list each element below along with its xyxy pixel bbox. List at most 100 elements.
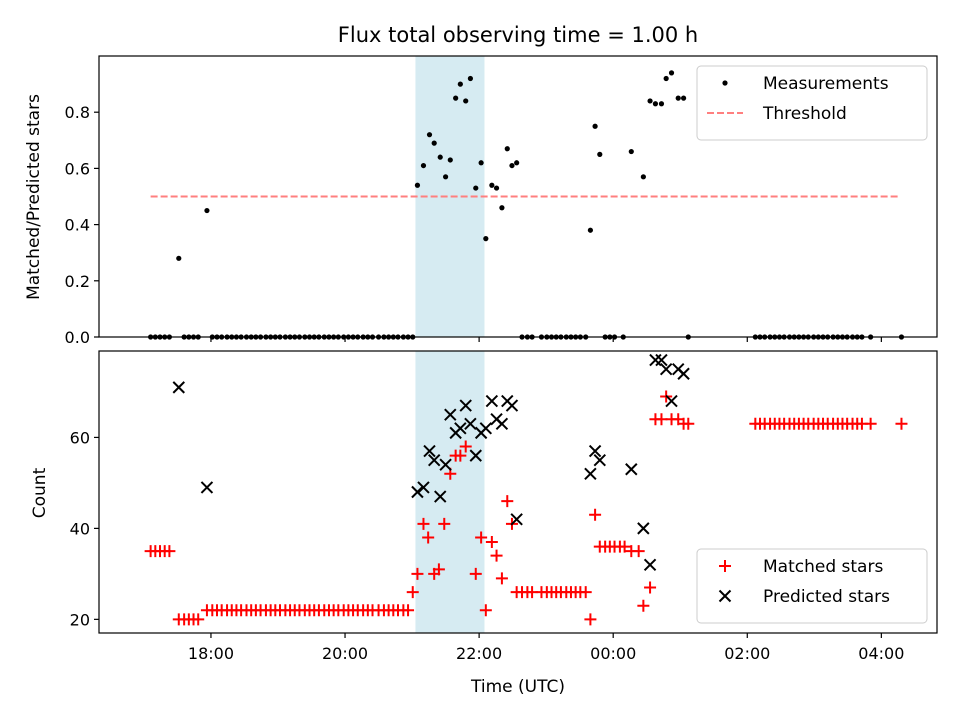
measurements-point xyxy=(442,174,449,180)
predicted-stars-point xyxy=(677,367,690,380)
matched-stars-point xyxy=(637,599,650,612)
matched-stars-point xyxy=(475,531,488,544)
legend-predicted-stars-label: Predicted stars xyxy=(763,587,890,607)
measurements-point xyxy=(652,101,659,107)
legend-threshold-label: Threshold xyxy=(762,104,847,124)
measurements-point xyxy=(628,148,634,155)
measurements-point xyxy=(478,160,484,166)
bottom-highlight-layer xyxy=(415,351,485,633)
bot-y-tick-label: 60 xyxy=(70,428,90,447)
predicted-stars-point xyxy=(411,485,424,499)
measurements-point xyxy=(493,185,500,191)
predicted-stars-point xyxy=(637,522,650,535)
measurements-point xyxy=(489,182,495,188)
measurements-point xyxy=(663,75,669,82)
predicted-stars-point xyxy=(649,353,662,367)
predicted-stars-point xyxy=(659,362,673,376)
bottom-series-layer xyxy=(144,353,908,626)
measurements-point xyxy=(483,236,489,242)
predicted-stars-point xyxy=(417,481,430,494)
x-tick-label: 02:00 xyxy=(724,644,770,663)
bot-y-tick-label: 20 xyxy=(70,610,90,629)
predicted-stars-point xyxy=(427,453,441,467)
top-y-tick-label: 0.2 xyxy=(65,272,90,291)
measurements-point xyxy=(592,123,598,129)
bottom-y-axis-label: Count xyxy=(30,467,50,518)
matched-stars-point xyxy=(501,495,514,508)
x-tick-label: 04:00 xyxy=(858,644,904,663)
predicted-stars-point xyxy=(459,399,472,412)
measurements-point xyxy=(176,255,182,261)
x-axis-label: Time (UTC) xyxy=(470,677,565,697)
bottom-legend: Matched stars Predicted stars xyxy=(696,548,928,624)
matched-stars-point xyxy=(864,417,877,430)
measurements-point xyxy=(514,160,520,166)
top-legend: Measurements Threshold xyxy=(696,65,928,141)
measurements-point xyxy=(467,75,474,82)
matched-stars-point xyxy=(618,540,631,553)
matched-stars-point xyxy=(469,567,482,580)
measurements-point xyxy=(463,98,469,104)
measurements-point xyxy=(204,207,210,214)
matched-stars-point xyxy=(579,586,592,599)
matched-stars-point xyxy=(454,449,467,462)
predicted-stars-point xyxy=(665,394,678,408)
predicted-stars-point xyxy=(655,353,668,367)
matched-stars-point xyxy=(479,604,492,617)
matched-stars-point xyxy=(411,567,424,580)
legend-matched-stars-marker xyxy=(719,560,731,572)
top-y-axis-label: Matched/Predicted stars xyxy=(24,94,44,300)
matched-stars-point xyxy=(584,613,597,626)
top-axis-ticks: 0.0 0.2 0.4 0.6 0.8 xyxy=(65,103,882,347)
predicted-stars-point xyxy=(495,417,509,430)
top-y-tick-label: 0.0 xyxy=(65,328,90,347)
matched-stars-point xyxy=(895,417,908,430)
predicted-stars-point xyxy=(439,458,452,471)
predicted-stars-point xyxy=(479,422,493,435)
measurements-point xyxy=(680,95,687,101)
matched-stars-point xyxy=(490,549,503,562)
top-plot-frame xyxy=(98,55,938,338)
bottom-axis-ticks: 20 40 60 18:00 20:00 22:00 00:00 02:00 04:00 xyxy=(70,428,905,663)
matched-stars-point xyxy=(632,545,645,558)
top-panel: 0.00.20.40.60.8 Matched/Predicted stars … xyxy=(24,55,938,347)
matched-stars-point xyxy=(655,413,668,426)
measurements-point xyxy=(587,227,594,233)
predicted-stars-point xyxy=(434,490,447,503)
matched-stars-point xyxy=(163,545,176,558)
measurements-point xyxy=(420,162,427,169)
measurements-point xyxy=(453,95,459,101)
chart-title: Flux total observing time = 1.00 h xyxy=(338,23,698,47)
matched-stars-point xyxy=(438,517,451,530)
matched-stars-point xyxy=(459,440,472,453)
measurements-point xyxy=(447,157,453,163)
legend-measurements-label: Measurements xyxy=(763,74,889,94)
measurements-point xyxy=(597,151,603,157)
predicted-stars-point xyxy=(584,467,597,481)
predicted-stars-point xyxy=(643,558,657,571)
top-y-tick-label: 0.4 xyxy=(65,216,90,235)
bot-legend-box xyxy=(696,548,928,624)
bottom-plot-frame xyxy=(98,350,938,634)
x-tick-label: 20:00 xyxy=(322,644,368,663)
measurements-point xyxy=(509,162,515,169)
predicted-stars-point xyxy=(454,422,467,435)
matched-stars-point xyxy=(589,508,602,521)
matched-stars-point xyxy=(422,531,435,544)
legend-predicted-stars-marker xyxy=(718,589,732,603)
matched-stars-point xyxy=(644,581,657,594)
predicted-stars-point xyxy=(444,408,457,421)
legend-measurements-marker xyxy=(722,80,728,86)
measurements-point xyxy=(675,95,681,101)
top-series-layer xyxy=(148,70,905,340)
matched-stars-point xyxy=(192,613,205,626)
predicted-stars-point xyxy=(200,481,214,494)
matched-stars-point xyxy=(417,517,430,530)
legend-matched-stars-label: Matched stars xyxy=(763,557,883,577)
measurements-point xyxy=(473,185,479,191)
predicted-stars-point xyxy=(469,449,482,462)
predicted-stars-point xyxy=(485,394,499,408)
matched-stars-point xyxy=(495,572,508,585)
predicted-stars-point xyxy=(588,444,602,458)
